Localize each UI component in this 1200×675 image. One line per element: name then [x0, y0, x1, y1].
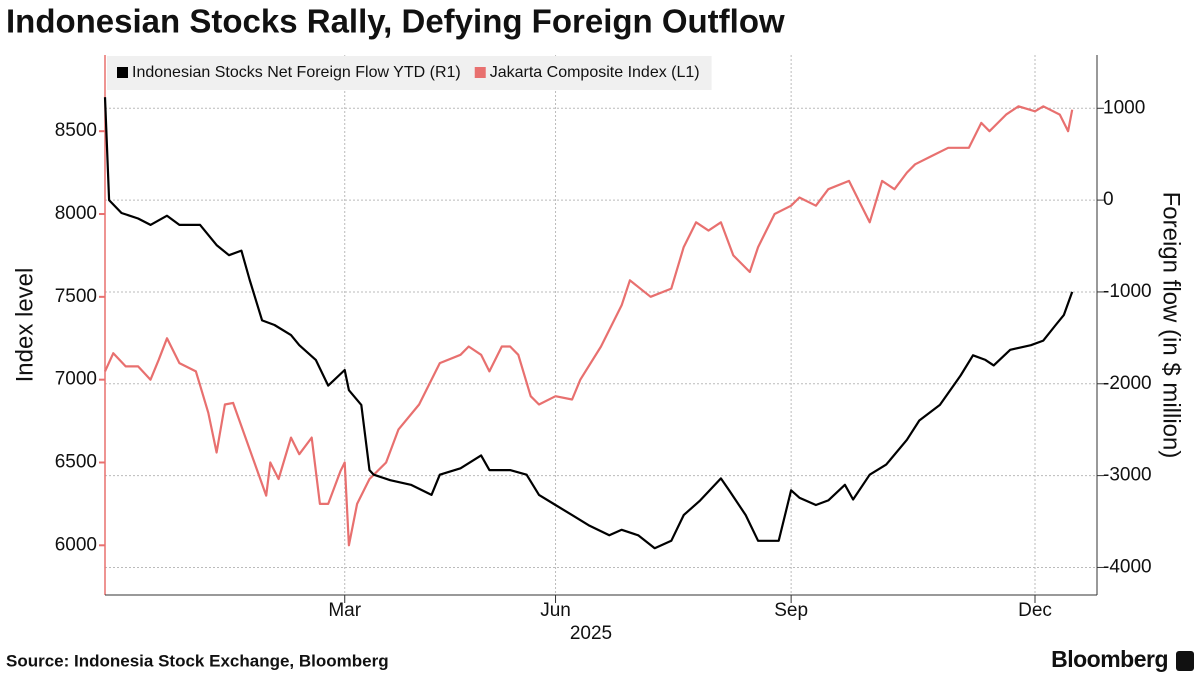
line: [103, 97, 1074, 550]
legend-box: [107, 56, 712, 90]
y-axis-title: Index level: [11, 268, 38, 383]
legend-label: Indonesian Stocks Net Foreign Flow YTD (…: [132, 64, 461, 81]
y-tick-label: 6000: [55, 534, 97, 555]
y-tick-label: 7500: [55, 286, 97, 307]
x-axis-title: 2025: [570, 623, 612, 644]
y2-tick-label: -4000: [1103, 556, 1152, 577]
x-tick-label: Jun: [540, 600, 571, 621]
y2-tick-label: -1000: [1103, 281, 1152, 302]
x-tick-label: Dec: [1018, 600, 1052, 621]
y2-tick-label: -3000: [1103, 465, 1152, 486]
y-tick-label: 8000: [55, 203, 97, 224]
x-tick-label: Sep: [774, 600, 808, 621]
y2-axis-title: Foreign flow (in $ million): [1158, 192, 1185, 459]
source: Source: Indonesia Stock Exchange, Bloomb…: [6, 651, 389, 670]
y2-tick-label: -2000: [1103, 373, 1152, 394]
legend-label: Jakarta Composite Index (L1): [490, 64, 700, 81]
brand: Bloomberg: [1051, 646, 1168, 672]
brand-icon: [1176, 651, 1194, 671]
chart-title: Indonesian Stocks Rally, Defying Foreign…: [6, 3, 785, 40]
y2-tick-label: 1000: [1103, 97, 1145, 118]
y-tick-label: 8500: [55, 120, 97, 141]
legend-swatch: [474, 67, 486, 78]
legend-swatch: [117, 67, 128, 78]
y-tick-label: 6500: [55, 452, 97, 473]
x-tick-label: Mar: [328, 600, 361, 621]
y2-tick-label: 0: [1103, 189, 1114, 210]
y-tick-label: 7000: [55, 369, 97, 390]
line: [103, 105, 1074, 547]
